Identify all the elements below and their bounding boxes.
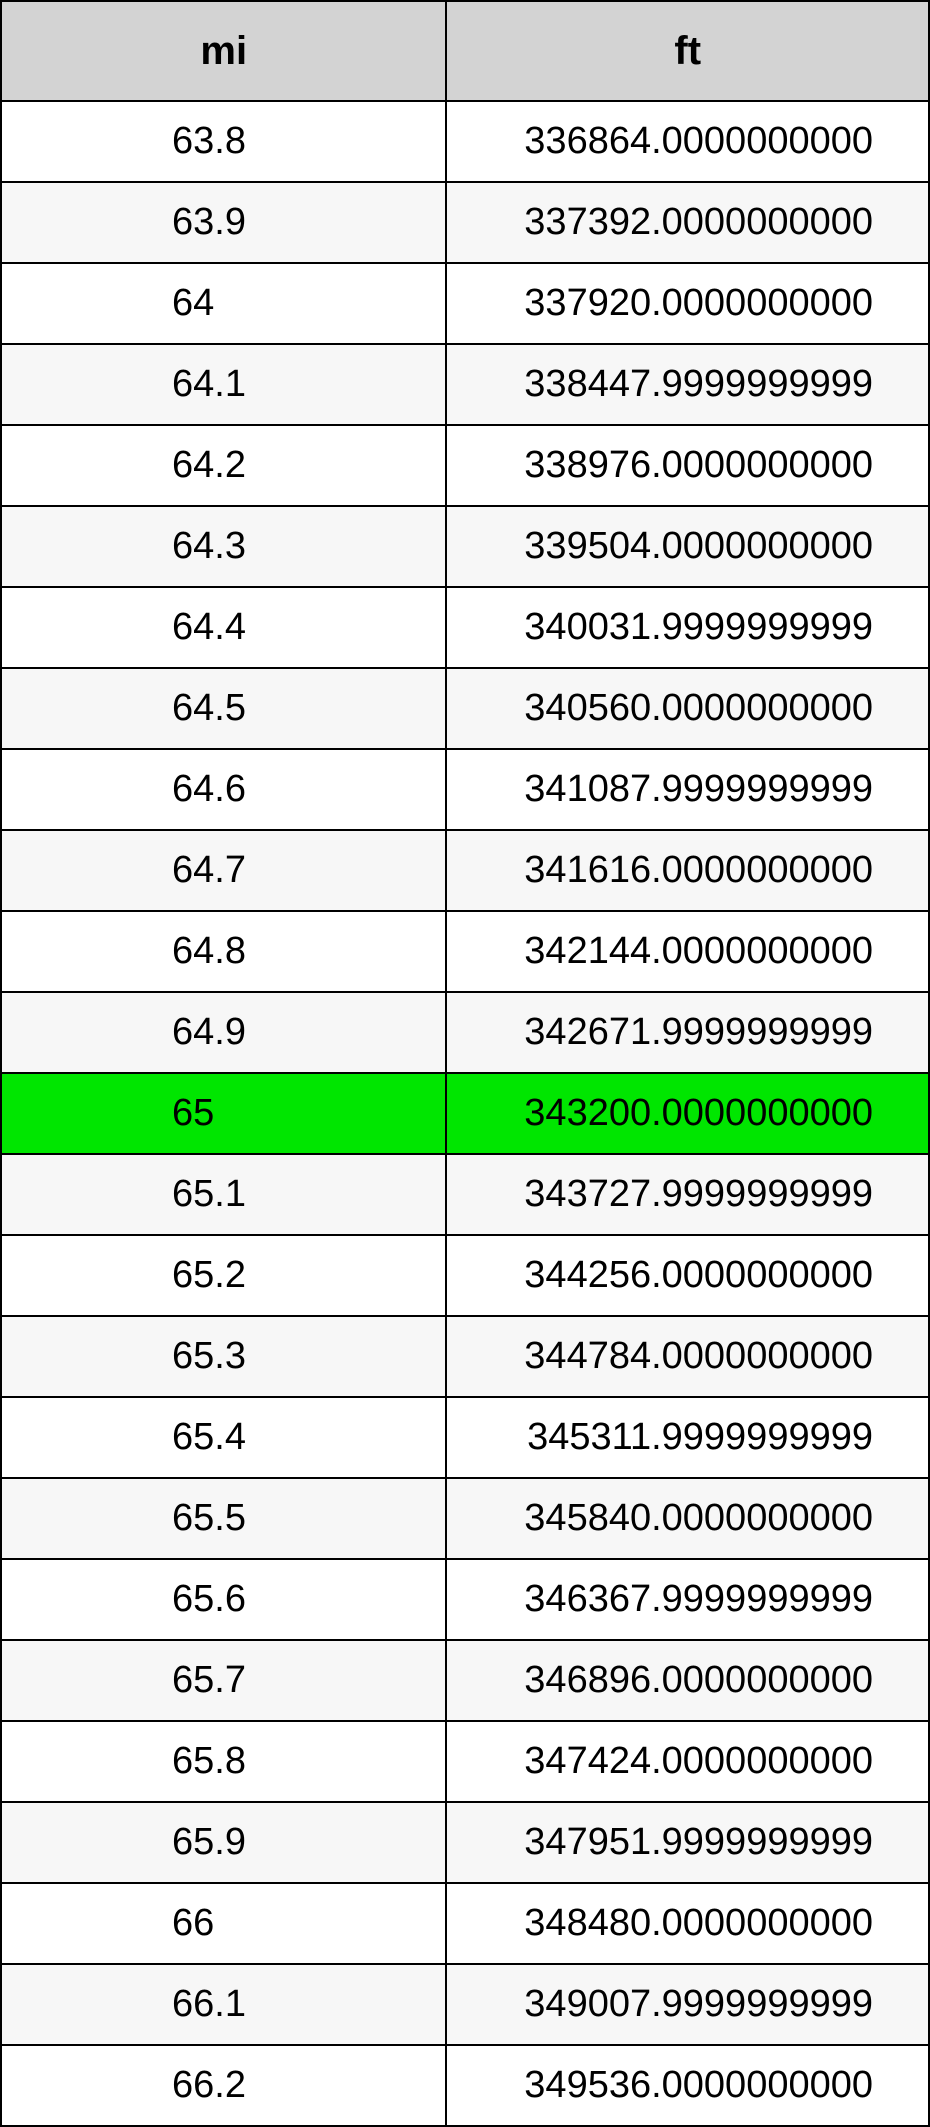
cell-mi: 64.7 [1,830,446,911]
cell-ft: 343200.0000000000 [446,1073,929,1154]
cell-ft: 338447.9999999999 [446,344,929,425]
table-row: 65.3344784.0000000000 [1,1316,929,1397]
cell-ft: 347951.9999999999 [446,1802,929,1883]
cell-mi: 64.2 [1,425,446,506]
cell-mi: 63.9 [1,182,446,263]
cell-mi: 64.9 [1,992,446,1073]
cell-ft: 347424.0000000000 [446,1721,929,1802]
cell-mi: 66.2 [1,2045,446,2126]
table-row: 65.2344256.0000000000 [1,1235,929,1316]
cell-mi: 64.4 [1,587,446,668]
table-row: 64.7341616.0000000000 [1,830,929,911]
cell-mi: 64.3 [1,506,446,587]
cell-mi: 64 [1,263,446,344]
cell-ft: 346367.9999999999 [446,1559,929,1640]
cell-mi: 65.1 [1,1154,446,1235]
table-row: 66.2349536.0000000000 [1,2045,929,2126]
cell-mi: 65.5 [1,1478,446,1559]
cell-ft: 338976.0000000000 [446,425,929,506]
table-row: 65.7346896.0000000000 [1,1640,929,1721]
cell-mi: 66 [1,1883,446,1964]
table-row: 63.9337392.0000000000 [1,182,929,263]
cell-ft: 342144.0000000000 [446,911,929,992]
table-row: 64.1338447.9999999999 [1,344,929,425]
cell-ft: 337392.0000000000 [446,182,929,263]
cell-ft: 344256.0000000000 [446,1235,929,1316]
cell-mi: 65 [1,1073,446,1154]
cell-mi: 65.2 [1,1235,446,1316]
cell-ft: 344784.0000000000 [446,1316,929,1397]
table-row: 65.9347951.9999999999 [1,1802,929,1883]
table-row: 65.1343727.9999999999 [1,1154,929,1235]
cell-ft: 341616.0000000000 [446,830,929,911]
cell-ft: 342671.9999999999 [446,992,929,1073]
column-header-ft: ft [446,1,929,101]
cell-ft: 348480.0000000000 [446,1883,929,1964]
table-row: 64.4340031.9999999999 [1,587,929,668]
cell-mi: 64.5 [1,668,446,749]
table-row: 64.8342144.0000000000 [1,911,929,992]
table-body: 63.8336864.000000000063.9337392.00000000… [1,101,929,2126]
cell-ft: 339504.0000000000 [446,506,929,587]
cell-mi: 64.8 [1,911,446,992]
table-row: 65.4345311.9999999999 [1,1397,929,1478]
cell-ft: 336864.0000000000 [446,101,929,182]
table-row: 66.1349007.9999999999 [1,1964,929,2045]
cell-ft: 341087.9999999999 [446,749,929,830]
table-row: 65.5345840.0000000000 [1,1478,929,1559]
cell-ft: 340560.0000000000 [446,668,929,749]
table-row: 64.5340560.0000000000 [1,668,929,749]
cell-ft: 345840.0000000000 [446,1478,929,1559]
cell-mi: 65.9 [1,1802,446,1883]
cell-ft: 349007.9999999999 [446,1964,929,2045]
cell-ft: 349536.0000000000 [446,2045,929,2126]
table-row: 64.3339504.0000000000 [1,506,929,587]
column-header-mi: mi [1,1,446,101]
cell-mi: 63.8 [1,101,446,182]
table-header-row: mi ft [1,1,929,101]
cell-ft: 343727.9999999999 [446,1154,929,1235]
cell-mi: 65.4 [1,1397,446,1478]
table-row: 66348480.0000000000 [1,1883,929,1964]
cell-mi: 65.7 [1,1640,446,1721]
cell-ft: 346896.0000000000 [446,1640,929,1721]
cell-mi: 65.6 [1,1559,446,1640]
table-row: 64337920.0000000000 [1,263,929,344]
table-row: 64.2338976.0000000000 [1,425,929,506]
conversion-table: mi ft 63.8336864.000000000063.9337392.00… [0,0,930,2127]
cell-ft: 337920.0000000000 [446,263,929,344]
cell-ft: 340031.9999999999 [446,587,929,668]
table-row: 64.6341087.9999999999 [1,749,929,830]
table-row: 63.8336864.0000000000 [1,101,929,182]
cell-mi: 64.6 [1,749,446,830]
cell-ft: 345311.9999999999 [446,1397,929,1478]
cell-mi: 65.3 [1,1316,446,1397]
cell-mi: 66.1 [1,1964,446,2045]
cell-mi: 64.1 [1,344,446,425]
table-row: 64.9342671.9999999999 [1,992,929,1073]
table-row: 65343200.0000000000 [1,1073,929,1154]
table-row: 65.6346367.9999999999 [1,1559,929,1640]
table-row: 65.8347424.0000000000 [1,1721,929,1802]
cell-mi: 65.8 [1,1721,446,1802]
